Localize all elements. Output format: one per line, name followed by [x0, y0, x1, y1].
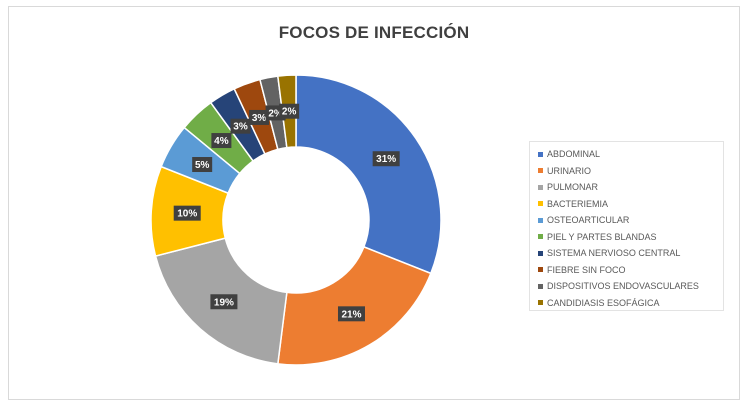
legend-item: SISTEMA NERVIOSO CENTRAL: [538, 245, 723, 262]
slice-abdominal: [295, 74, 442, 275]
legend-swatch: [538, 250, 543, 256]
legend-label: PULMONAR: [547, 182, 599, 193]
data-label: 2%: [279, 103, 300, 119]
legend-label: URINARIO: [547, 165, 592, 176]
donut-chart: 31%21%19%10%5%4%3%3% 2% 2%: [150, 74, 442, 366]
data-label-text: 4%: [214, 136, 229, 147]
data-label-text: 3%: [252, 113, 267, 124]
legend-item: DISPOSITIVOS ENDOVASCULARES: [538, 278, 723, 295]
legend-swatch: [538, 234, 543, 240]
legend-item: CANDIDIASIS ESOFÁGICA: [538, 295, 723, 312]
legend-swatch: [538, 201, 543, 207]
data-label-box: [249, 109, 270, 125]
legend-item: URINARIO: [538, 163, 723, 180]
legend-label: FIEBRE SIN FOCO: [547, 264, 626, 275]
data-label: 3%: [249, 109, 270, 125]
legend-swatch: [538, 267, 543, 273]
data-label-text: 2%: [268, 108, 283, 119]
data-label-box: [230, 118, 251, 134]
legend-swatch: [538, 300, 543, 306]
legend-label: CANDIDIASIS ESOFÁGICA: [547, 297, 660, 308]
chart-legend: ABDOMINAL URINARIO PULMONAR BACTERIEMIA OSTE…: [529, 141, 724, 311]
data-label-box: [211, 133, 232, 149]
data-label-box: [372, 151, 400, 167]
data-label-box: [210, 294, 238, 310]
legend-label: DISPOSITIVOS ENDOVASCULARES: [547, 281, 699, 292]
slice-urinario: [276, 245, 432, 366]
data-label-text: 31%: [376, 154, 396, 165]
data-label: 5%: [192, 157, 213, 173]
data-label-text: 10%: [177, 209, 197, 220]
data-label-box: [173, 205, 201, 221]
legend-label: BACTERIEMIA: [547, 198, 609, 209]
legend-item: BACTERIEMIA: [538, 196, 723, 213]
data-label-box: [279, 103, 300, 119]
legend-swatch: [538, 184, 543, 190]
data-label-text: 2%: [282, 107, 297, 118]
legend-swatch: [538, 217, 543, 223]
legend-label: OSTEOARTICULAR: [547, 215, 630, 226]
data-label-text: 19%: [214, 297, 234, 308]
data-label: 3%: [230, 118, 251, 134]
legend-label: SISTEMA NERVIOSO CENTRAL: [547, 248, 681, 259]
data-label-text: 21%: [341, 309, 361, 320]
data-label-text: 5%: [195, 160, 210, 171]
data-label: 21%: [337, 306, 365, 322]
data-label: 4%: [211, 133, 232, 149]
legend-swatch: [538, 283, 543, 289]
legend-swatch: [538, 151, 543, 157]
legend-label: ABDOMINAL: [547, 149, 601, 160]
legend-item: FIEBRE SIN FOCO: [538, 262, 723, 279]
legend-item: ABDOMINAL: [538, 146, 723, 163]
data-label: 10%: [173, 205, 201, 221]
data-label-box: [337, 306, 365, 322]
legend-item: PULMONAR: [538, 179, 723, 196]
chart-title: FOCOS DE INFECCIÓN: [278, 23, 470, 42]
legend-item: OSTEOARTICULAR: [538, 212, 723, 229]
data-label-box: [192, 157, 213, 173]
data-label: 19%: [210, 294, 238, 310]
legend-swatch: [538, 168, 543, 174]
data-label: 31%: [372, 151, 400, 167]
legend-item: PIEL Y PARTES BLANDAS: [538, 229, 723, 246]
legend-label: PIEL Y PARTES BLANDAS: [547, 231, 657, 242]
chart-area: FOCOS DE INFECCIÓN 31% 21% 19% 10% 5% 4% 3% 3% 2…: [8, 6, 740, 400]
data-label-text: 3%: [233, 122, 248, 133]
